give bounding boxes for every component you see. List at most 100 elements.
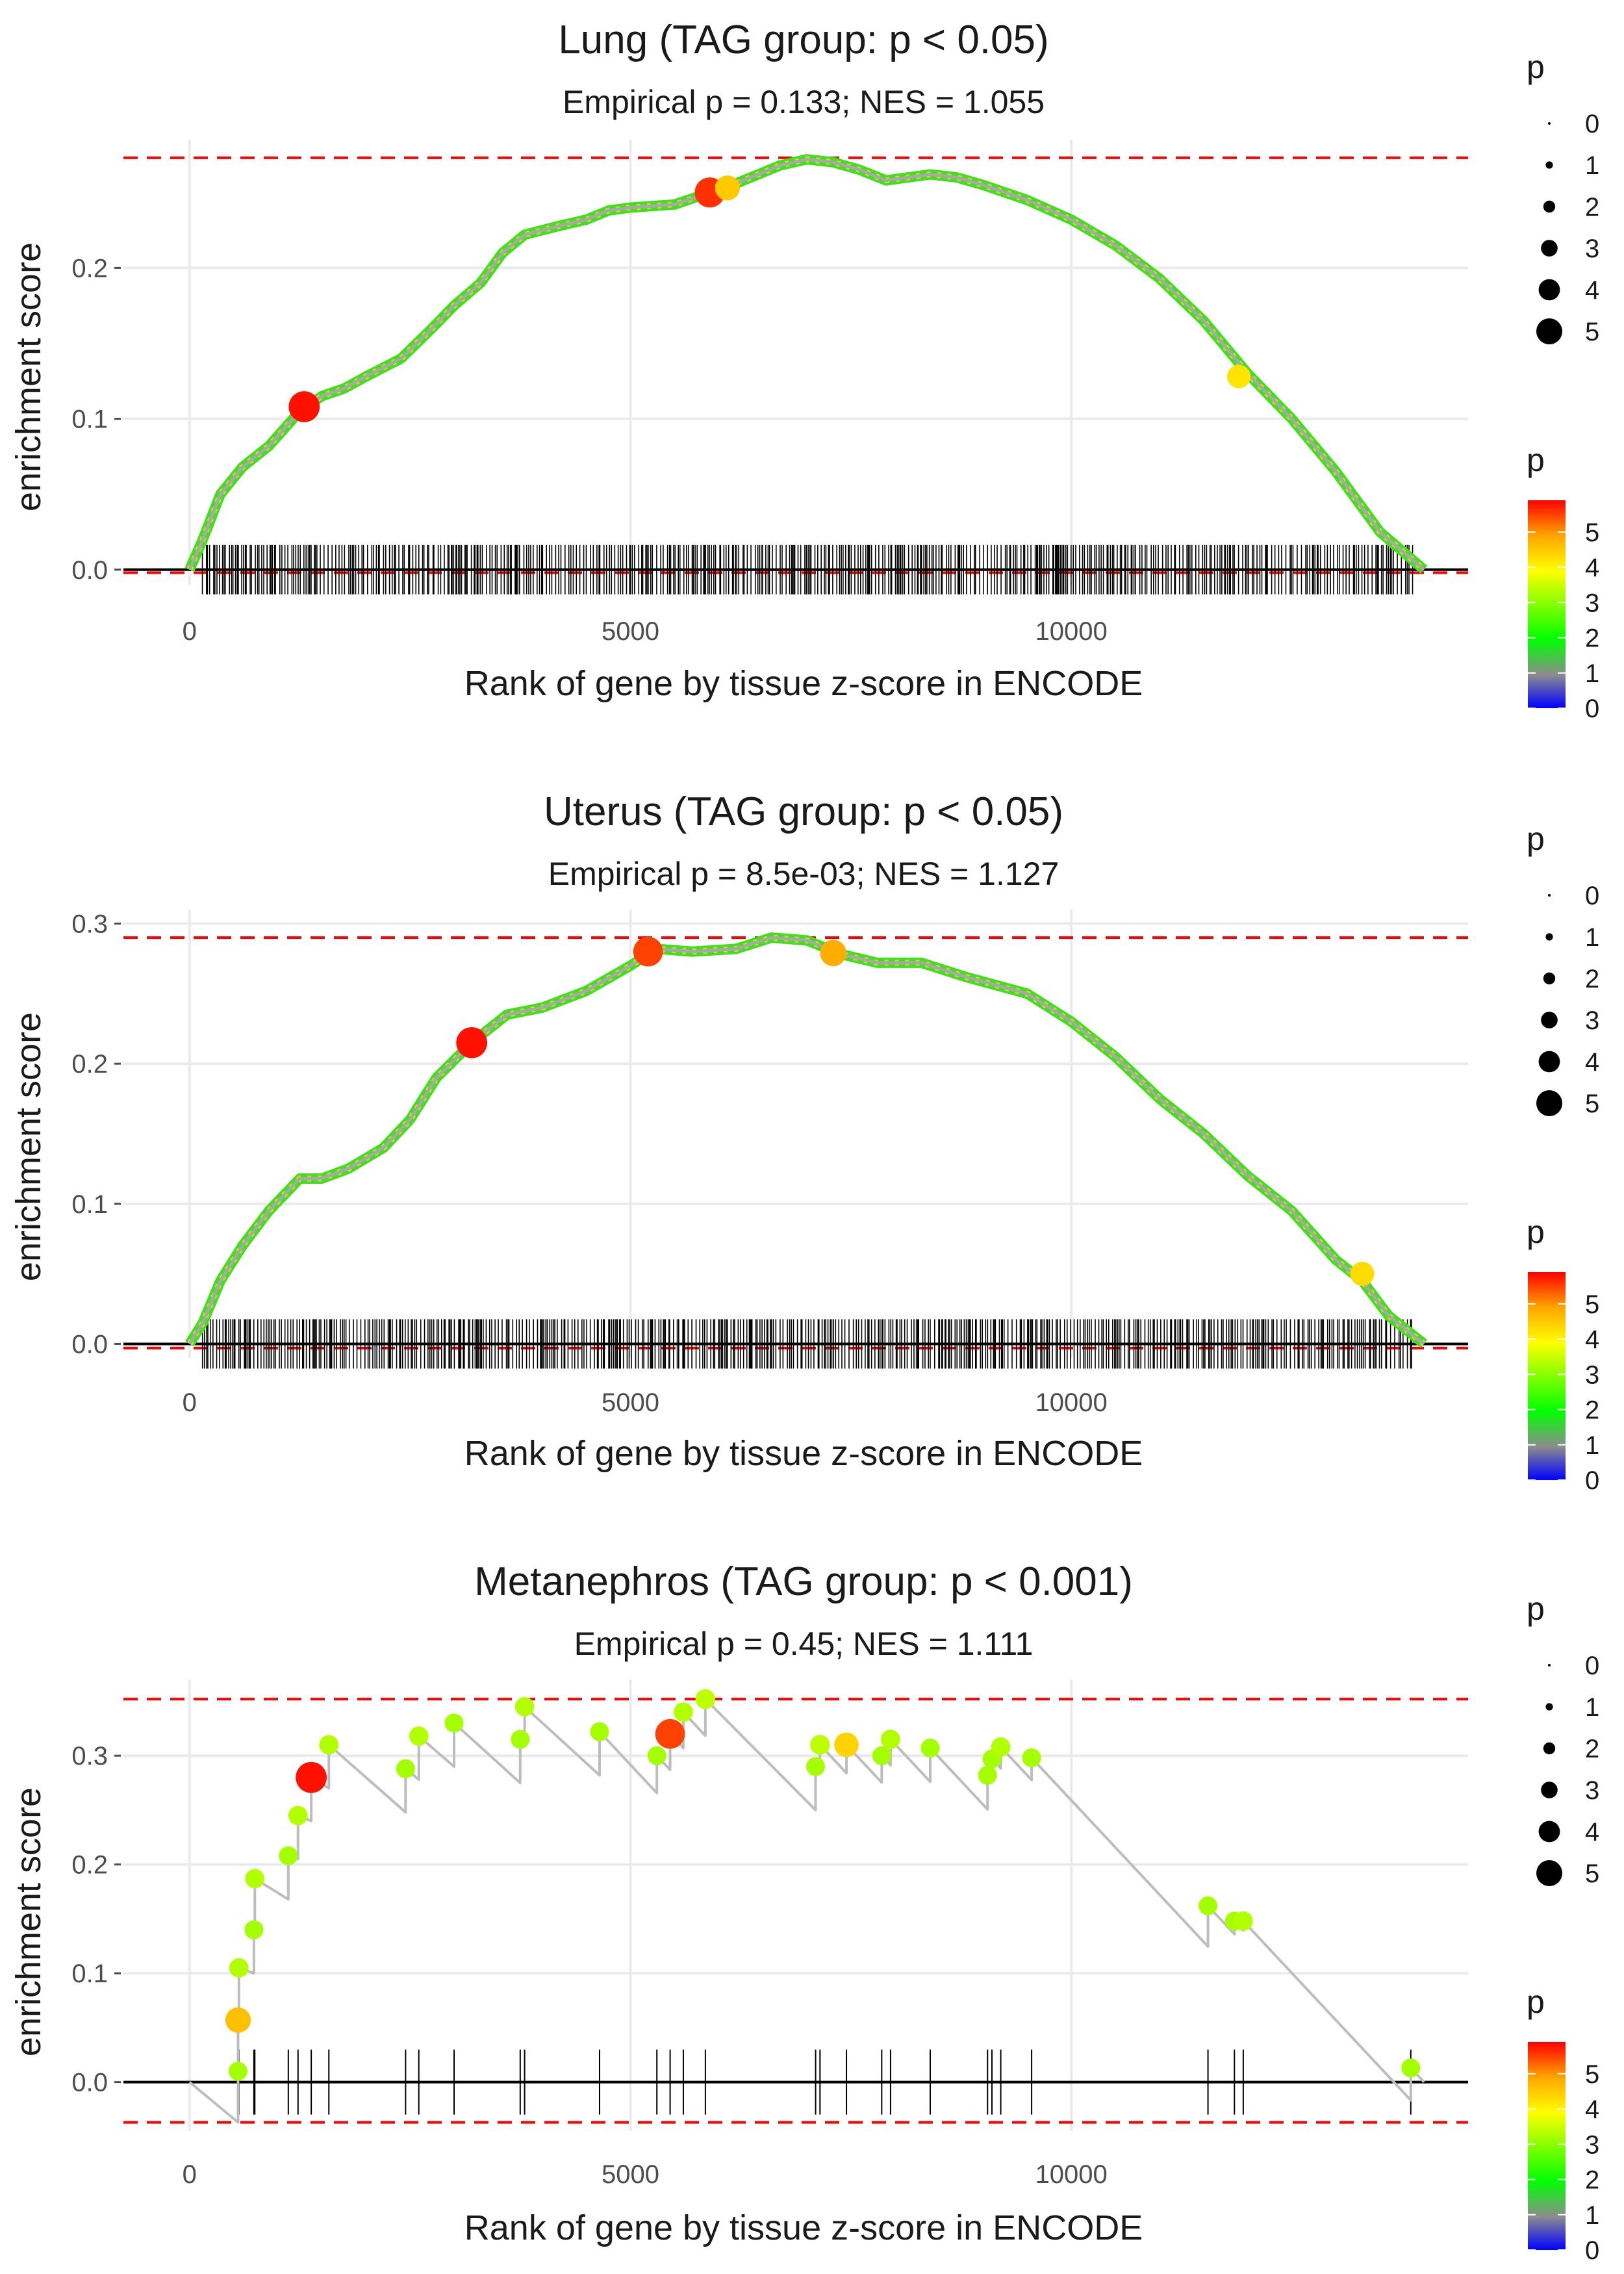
hit-point xyxy=(1401,2058,1421,2078)
panel-3-points xyxy=(225,1689,1421,2081)
size-legend-label: 3 xyxy=(1585,1006,1599,1035)
color-legend-label: 2 xyxy=(1585,2166,1599,2195)
panel-1-color-legend: p 0 1 2 3 4 5 xyxy=(1527,442,1599,723)
panel-1-y-axis-title: enrichment score xyxy=(9,242,48,511)
size-legend-label: 0 xyxy=(1585,882,1599,910)
panel-2-size-legend: p 0 1 2 3 4 5 xyxy=(1527,821,1599,1118)
hit-point xyxy=(920,1738,940,1758)
y-tick-label: 0.2 xyxy=(71,254,108,283)
es-curve xyxy=(188,1698,1425,2124)
size-legend-key xyxy=(1543,1742,1556,1755)
size-legend-key xyxy=(1538,279,1560,301)
highlight-point xyxy=(633,936,663,967)
color-legend-label: 2 xyxy=(1585,1396,1599,1425)
size-legend-label: 0 xyxy=(1585,1652,1599,1680)
size-legend-label: 1 xyxy=(1585,151,1599,180)
hit-point xyxy=(674,1702,693,1722)
size-legend-label: 2 xyxy=(1585,1735,1599,1763)
hit-point xyxy=(590,1722,609,1741)
panel-1-title: Lung (TAG group: p < 0.05) xyxy=(558,18,1048,62)
color-legend-label: 5 xyxy=(1585,2060,1599,2089)
hit-point xyxy=(225,2007,251,2033)
panel-1-grid xyxy=(123,140,1468,585)
size-legend-label: 5 xyxy=(1585,1859,1599,1888)
highlight-point xyxy=(1350,1262,1375,1286)
y-tick-label: 0.3 xyxy=(71,910,108,939)
x-tick-label: 0 xyxy=(183,2160,197,2189)
color-legend-label: 1 xyxy=(1585,2201,1599,2230)
panel-2-size-legend-title: p xyxy=(1527,821,1545,857)
panel-3-size-legend-title: p xyxy=(1527,1591,1545,1627)
size-legend-key xyxy=(1541,1012,1558,1028)
y-tick-label: 0.0 xyxy=(71,556,108,585)
color-legend-label: 0 xyxy=(1585,1466,1599,1495)
size-legend-key xyxy=(1545,161,1553,169)
color-legend-label: 4 xyxy=(1585,554,1599,582)
size-legend-label: 1 xyxy=(1585,923,1599,952)
color-legend-label: 0 xyxy=(1585,2236,1599,2265)
panel-3-ticks: 0 5000 10000 0.0 0.1 0.2 0.3 xyxy=(71,1742,1107,2189)
panel-2-title: Uterus (TAG group: p < 0.05) xyxy=(544,789,1063,834)
size-legend-label: 1 xyxy=(1585,1693,1599,1722)
panel-2-y-axis-title: enrichment score xyxy=(9,1012,48,1281)
hit-point xyxy=(511,1730,530,1749)
size-legend-label: 2 xyxy=(1585,193,1599,222)
y-tick-label: 0.1 xyxy=(71,1190,108,1219)
highlight-point xyxy=(288,391,320,422)
size-legend-label: 4 xyxy=(1585,276,1599,305)
hit-point xyxy=(655,1718,685,1749)
color-legend-label: 5 xyxy=(1585,518,1599,547)
size-legend-key xyxy=(1545,933,1553,941)
size-legend-key xyxy=(1543,972,1556,985)
x-tick-label: 5000 xyxy=(602,1388,659,1417)
panel-3-x-axis-title: Rank of gene by tissue z-score in ENCODE xyxy=(464,2208,1143,2247)
size-legend-key xyxy=(1548,122,1551,125)
es-curve-halo xyxy=(185,932,1428,1348)
panel-1-rugs xyxy=(201,544,1414,594)
panel-1-subtitle: Empirical p = 0.133; NES = 1.055 xyxy=(563,84,1045,120)
panel-2-subtitle: Empirical p = 8.5e-03; NES = 1.127 xyxy=(548,856,1059,892)
panel-2-color-legend: p 0 1 2 3 4 5 xyxy=(1527,1214,1599,1495)
hit-point xyxy=(1199,1896,1218,1915)
size-legend-key xyxy=(1548,1664,1551,1667)
panel-3-lines xyxy=(123,1698,1468,2124)
hit-point xyxy=(647,1746,666,1765)
color-legend-label: 3 xyxy=(1585,2130,1599,2159)
panel-3-size-legend: p 0 1 2 3 4 5 xyxy=(1527,1591,1599,1888)
panel-1-x-axis-title: Rank of gene by tissue z-score in ENCODE xyxy=(464,664,1143,703)
es-curve xyxy=(188,157,1425,571)
hit-point xyxy=(244,1920,264,1939)
hit-point xyxy=(444,1713,464,1733)
x-tick-label: 0 xyxy=(183,617,197,646)
y-tick-label: 0.2 xyxy=(71,1851,108,1880)
hit-point xyxy=(872,1746,891,1765)
y-tick-label: 0.3 xyxy=(71,1742,108,1770)
size-legend-label: 4 xyxy=(1585,1048,1599,1077)
panel-2-color-legend-title: p xyxy=(1527,1214,1545,1250)
panel-3: 0 5000 10000 0.0 0.1 0.2 0.3 Metanephros (TAG … xyxy=(9,1559,1599,2265)
y-tick-label: 0.2 xyxy=(71,1050,108,1079)
color-legend-label: 3 xyxy=(1585,1361,1599,1389)
size-legend-key xyxy=(1541,240,1558,257)
x-tick-label: 10000 xyxy=(1035,2160,1108,2189)
panel-3-subtitle: Empirical p = 0.45; NES = 1.111 xyxy=(574,1626,1034,1662)
hit-point xyxy=(991,1737,1011,1757)
panel-1-ticks: 0 5000 10000 0.0 0.1 0.2 xyxy=(71,254,1107,646)
hit-point xyxy=(1233,1911,1253,1931)
panel-3-curve xyxy=(188,1698,1425,2124)
size-legend-label: 5 xyxy=(1585,1090,1599,1118)
panel-1-lines xyxy=(123,156,1468,574)
panel-2-rugs xyxy=(201,1319,1412,1369)
panel-2-grid xyxy=(123,910,1468,1358)
hit-point xyxy=(288,1806,308,1826)
hit-point xyxy=(695,1689,716,1709)
hit-point xyxy=(245,1869,265,1889)
panel-1-points xyxy=(288,175,1251,422)
size-legend-label: 3 xyxy=(1585,1776,1599,1805)
hit-point xyxy=(228,2062,247,2081)
x-tick-label: 10000 xyxy=(1035,617,1108,646)
panel-3-y-axis-title: enrichment score xyxy=(9,1787,48,2056)
hit-point xyxy=(319,1735,339,1755)
hit-point xyxy=(806,1757,826,1776)
hit-point xyxy=(296,1761,327,1793)
